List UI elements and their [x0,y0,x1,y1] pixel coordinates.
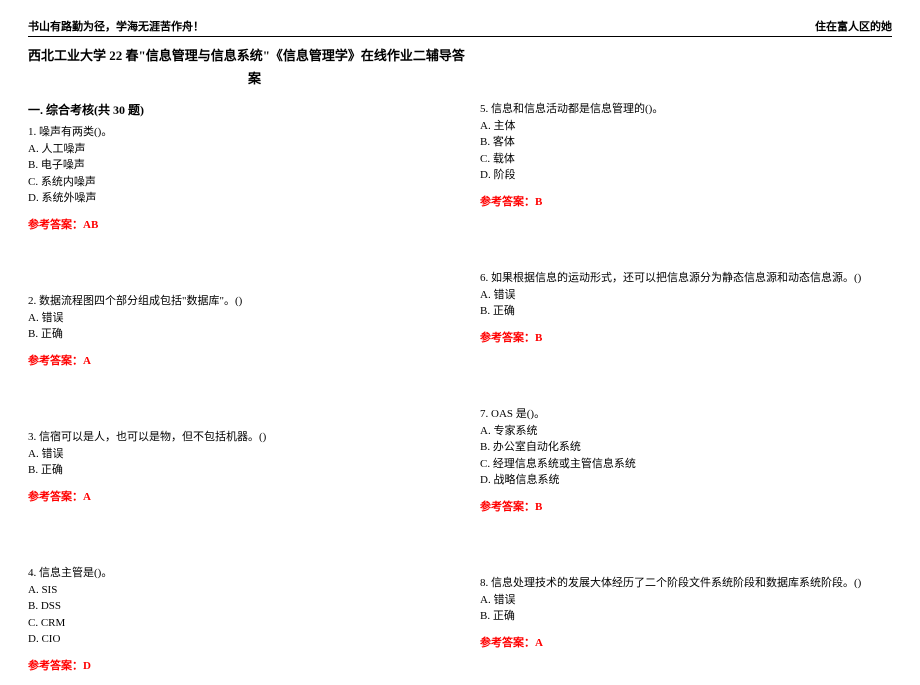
question-block: 8. 信息处理技术的发展大体经历了二个阶段文件系统阶段和数据库系统阶段。() A… [480,575,892,651]
answer-label: 参考答案： [480,196,535,208]
question-stem: 5. 信息和信息活动都是信息管理的()。 [480,101,892,118]
left-column: 一. 综合考核(共 30 题) 1. 噪声有两类()。 A. 人工噪声 B. 电… [28,101,440,685]
question-option: B. 办公室自动化系统 [480,439,892,456]
answer-line: 参考答案：B [480,499,892,516]
question-stem: 4. 信息主管是()。 [28,565,440,582]
question-stem: 1. 噪声有两类()。 [28,124,440,141]
question-option: C. 系统内噪声 [28,174,440,191]
answer-value: D [83,660,91,672]
answer-value: A [83,491,91,503]
answer-value: AB [83,219,98,231]
question-stem: 6. 如果根据信息的运动形式，还可以把信息源分为静态信息源和动态信息源。() [480,270,892,287]
answer-line: 参考答案：A [28,489,440,506]
question-option: A. 错误 [480,287,892,304]
question-block: 2. 数据流程图四个部分组成包括"数据库"。() A. 错误 B. 正确 参考答… [28,293,440,369]
right-column: 5. 信息和信息活动都是信息管理的()。 A. 主体 B. 客体 C. 载体 D… [480,101,892,685]
question-block: 4. 信息主管是()。 A. SIS B. DSS C. CRM D. CIO … [28,565,440,674]
answer-line: 参考答案：AB [28,217,440,234]
question-option: A. 人工噪声 [28,141,440,158]
question-block: 5. 信息和信息活动都是信息管理的()。 A. 主体 B. 客体 C. 载体 D… [480,101,892,210]
answer-label: 参考答案： [28,355,83,367]
answer-label: 参考答案： [28,219,83,231]
question-stem: 2. 数据流程图四个部分组成包括"数据库"。() [28,293,440,310]
answer-value: A [535,637,543,649]
question-option: C. CRM [28,615,440,632]
question-block: 1. 噪声有两类()。 A. 人工噪声 B. 电子噪声 C. 系统内噪声 D. … [28,124,440,233]
question-block: 3. 信宿可以是人，也可以是物，但不包括机器。() A. 错误 B. 正确 参考… [28,429,440,505]
question-option: B. 正确 [28,462,440,479]
answer-label: 参考答案： [480,501,535,513]
question-option: A. SIS [28,582,440,599]
question-option: B. 正确 [480,608,892,625]
header-right: 住在富人区的她 [815,18,892,34]
question-option: D. CIO [28,631,440,648]
answer-label: 参考答案： [480,637,535,649]
question-option: A. 错误 [28,446,440,463]
answer-label: 参考答案： [28,491,83,503]
answer-line: 参考答案：D [28,658,440,675]
question-stem: 7. OAS 是()。 [480,406,892,423]
question-option: A. 主体 [480,118,892,135]
answer-label: 参考答案： [28,660,83,672]
question-option: C. 经理信息系统或主管信息系统 [480,456,892,473]
document-page: 书山有路勤为径，学海无涯苦作舟！ 住在富人区的她 西北工业大学 22 春"信息管… [0,0,920,685]
question-option: D. 系统外噪声 [28,190,440,207]
answer-line: 参考答案：B [480,194,892,211]
question-option: D. 战略信息系统 [480,472,892,489]
question-option: B. 电子噪声 [28,157,440,174]
question-stem: 8. 信息处理技术的发展大体经历了二个阶段文件系统阶段和数据库系统阶段。() [480,575,892,592]
question-option: B. 客体 [480,134,892,151]
doc-title-line2: 案 [248,68,892,87]
answer-value: B [535,501,542,513]
answer-line: 参考答案：A [28,353,440,370]
question-option: B. 正确 [28,326,440,343]
doc-title-line1: 西北工业大学 22 春"信息管理与信息系统"《信息管理学》在线作业二辅导答 [28,45,892,64]
question-option: B. 正确 [480,303,892,320]
question-option: A. 专家系统 [480,423,892,440]
question-option: D. 阶段 [480,167,892,184]
question-option: A. 错误 [480,592,892,609]
header-left: 书山有路勤为径，学海无涯苦作舟！ [28,18,204,34]
section-heading: 一. 综合考核(共 30 题) [28,101,440,118]
answer-value: B [535,196,542,208]
question-stem: 3. 信宿可以是人，也可以是物，但不包括机器。() [28,429,440,446]
question-block: 7. OAS 是()。 A. 专家系统 B. 办公室自动化系统 C. 经理信息系… [480,406,892,515]
answer-label: 参考答案： [480,332,535,344]
content-columns: 一. 综合考核(共 30 题) 1. 噪声有两类()。 A. 人工噪声 B. 电… [28,101,892,685]
answer-value: A [83,355,91,367]
answer-line: 参考答案：A [480,635,892,652]
question-block: 6. 如果根据信息的运动形式，还可以把信息源分为静态信息源和动态信息源。() A… [480,270,892,346]
header-row: 书山有路勤为径，学海无涯苦作舟！ 住在富人区的她 [28,18,892,37]
answer-value: B [535,332,542,344]
answer-line: 参考答案：B [480,330,892,347]
question-option: C. 载体 [480,151,892,168]
question-option: A. 错误 [28,310,440,327]
question-option: B. DSS [28,598,440,615]
